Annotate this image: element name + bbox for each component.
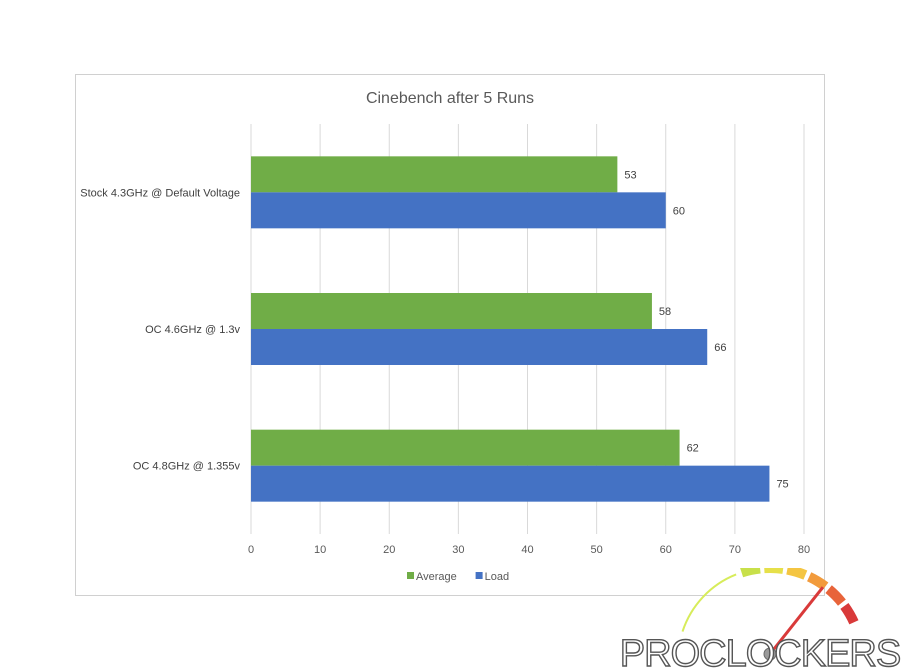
category-label-1: OC 4.6GHz @ 1.3v (145, 324, 240, 336)
legend: Average Load (407, 571, 509, 583)
x-tick-label-40: 40 (521, 544, 533, 556)
bar-average-1 (251, 293, 652, 329)
proclockers-watermark: PROCLOCKERS (620, 568, 901, 672)
gauge-arc-thin (681, 573, 737, 632)
gauge-needle (768, 586, 825, 655)
x-tick-label-20: 20 (383, 544, 395, 556)
x-tick-label-30: 30 (452, 544, 464, 556)
data-labels: 53 60 58 66 62 75 (624, 169, 788, 490)
bar-average-0 (251, 156, 618, 193)
gauge-icon (681, 568, 859, 661)
x-tick-label-10: 10 (314, 544, 326, 556)
data-label-load-0: 60 (673, 205, 685, 217)
bar-load-1 (251, 329, 708, 365)
category-label-0: Stock 4.3GHz @ Default Voltage (80, 187, 240, 199)
gauge-segment-3 (806, 572, 829, 591)
bar-average-2 (251, 429, 680, 466)
x-tick-label-60: 60 (660, 544, 672, 556)
gauge-segment-0 (740, 568, 761, 578)
bar-load-2 (251, 465, 770, 502)
data-label-average-1: 58 (659, 306, 671, 318)
chart-title: Cinebench after 5 Runs (366, 90, 534, 107)
gauge-segment-1 (764, 568, 784, 574)
legend-swatch-average (407, 572, 414, 579)
data-label-average-2: 62 (687, 443, 699, 455)
category-labels: Stock 4.3GHz @ Default Voltage OC 4.6GHz … (80, 187, 240, 472)
gauge-hub (763, 647, 777, 661)
watermark-text: PROCLOCKERS (620, 633, 900, 672)
legend-swatch-load (475, 572, 483, 579)
x-axis-ticks: 0 10 20 30 40 50 60 70 80 (248, 544, 810, 556)
bars (251, 156, 770, 502)
data-label-load-1: 66 (714, 342, 726, 354)
category-label-2: OC 4.8GHz @ 1.355v (133, 461, 241, 473)
x-tick-label-50: 50 (591, 544, 603, 556)
legend-label-load: Load (485, 571, 509, 583)
gauge-segment-5 (840, 602, 859, 625)
data-label-load-2: 75 (776, 479, 788, 491)
x-tick-label-70: 70 (729, 544, 741, 556)
gauge-segment-4 (825, 585, 846, 606)
gauge-segment-2 (786, 568, 808, 580)
bar-load-0 (251, 192, 666, 229)
data-label-average-0: 53 (624, 169, 636, 181)
legend-label-average: Average (416, 571, 457, 583)
x-tick-label-80: 80 (798, 544, 810, 556)
x-tick-label-0: 0 (248, 544, 254, 556)
